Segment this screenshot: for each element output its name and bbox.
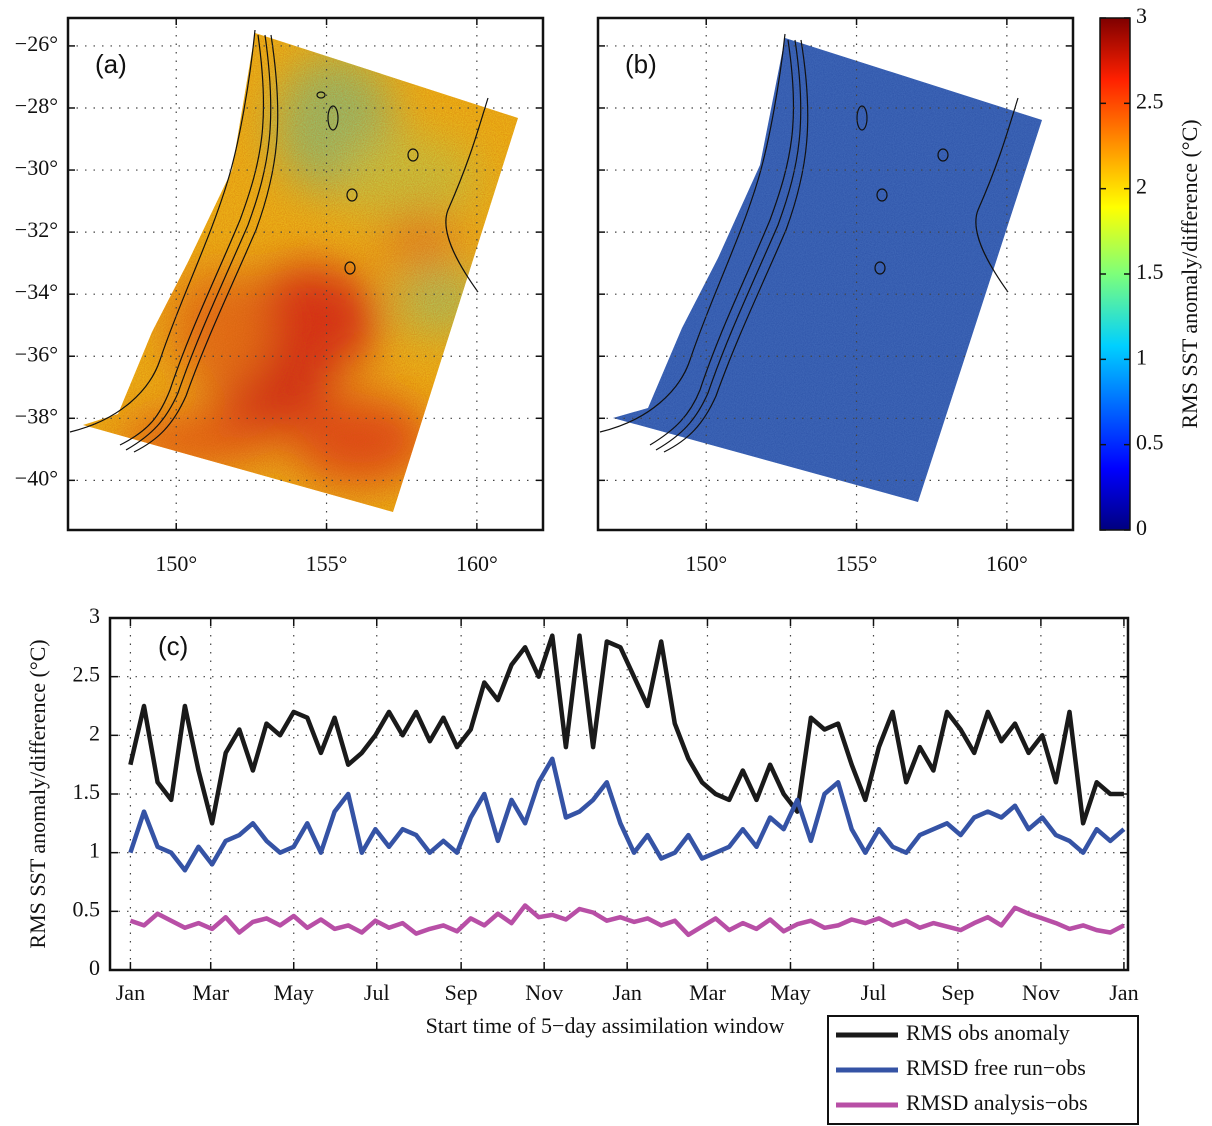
x-tick-label: Sep (941, 980, 974, 1005)
x-tick-label: 150° (685, 551, 727, 576)
axes-frame (108, 616, 1130, 972)
y-tick-label: 2.5 (73, 662, 101, 687)
panel-label: (c) (158, 631, 188, 661)
y-tick-label: 0.5 (73, 896, 101, 921)
y-tick-label: −40° (15, 465, 58, 490)
legend-label: RMSD free run−obs (906, 1055, 1086, 1080)
y-tick-label: 1.5 (73, 779, 101, 804)
y-tick-label: 0 (89, 955, 100, 980)
axes-frame (66, 16, 545, 532)
x-tick-label: Nov (1022, 980, 1060, 1005)
axes-frame (596, 16, 1075, 532)
contours (599, 33, 1019, 453)
x-axis-label: Start time of 5−day assimilation window (426, 1013, 785, 1038)
series-line (128, 756, 1126, 873)
colorbar-tick-label: 1.5 (1136, 259, 1164, 284)
x-tick-label: May (274, 980, 314, 1005)
legend-label: RMS obs anomaly (906, 1020, 1070, 1045)
x-tick-label: Jan (116, 980, 145, 1005)
series-line (129, 903, 1125, 938)
x-tick-label: Sep (445, 980, 478, 1005)
x-tick-label: Nov (525, 980, 563, 1005)
y-tick-label: −36° (15, 341, 58, 366)
map-panel-b (599, 33, 1042, 502)
x-tick-label: 155° (836, 551, 878, 576)
x-tick-label: Jan (613, 980, 642, 1005)
x-tick-label: 155° (306, 551, 348, 576)
sst-field (83, 33, 518, 512)
colorbar-tick-label: 0.5 (1136, 430, 1164, 455)
colorbar-tick-label: 0 (1136, 515, 1147, 540)
series-line (128, 633, 1124, 826)
legend-label: RMSD analysis−obs (906, 1090, 1088, 1115)
x-tick-label: 150° (155, 551, 197, 576)
map-panel-a (69, 29, 518, 512)
x-tick-label: Mar (192, 980, 229, 1005)
y-tick-label: −32° (15, 217, 58, 242)
x-tick-label: 160° (456, 551, 498, 576)
panel-label: (a) (95, 49, 127, 79)
y-tick-label: −38° (15, 403, 58, 428)
y-tick-label: 1 (89, 838, 100, 863)
sst-field (613, 38, 1042, 502)
y-axis-label: RMS SST anomaly/difference (°C) (25, 639, 50, 948)
colorbar-tick-label: 2.5 (1136, 88, 1164, 113)
y-tick-label: −34° (15, 279, 58, 304)
panel-label: (b) (625, 49, 657, 79)
colorbar-tick-label: 1 (1136, 344, 1147, 369)
x-tick-label: Jul (861, 980, 887, 1005)
x-tick-label: May (770, 980, 810, 1005)
colorbar-label: RMS SST anomaly/difference (°C) (1177, 119, 1202, 428)
colorbar-tick-label: 3 (1136, 3, 1147, 28)
y-tick-label: 3 (89, 603, 100, 628)
x-tick-label: Jul (364, 980, 390, 1005)
x-tick-label: Jan (1109, 980, 1138, 1005)
colorbar-tick-label: 2 (1136, 174, 1147, 199)
y-tick-label: −30° (15, 155, 58, 180)
y-tick-label: −28° (15, 93, 58, 118)
x-tick-label: Mar (689, 980, 726, 1005)
y-tick-label: −26° (15, 31, 58, 56)
x-tick-label: 160° (986, 551, 1028, 576)
y-tick-label: 2 (89, 720, 100, 745)
contours (69, 29, 489, 453)
